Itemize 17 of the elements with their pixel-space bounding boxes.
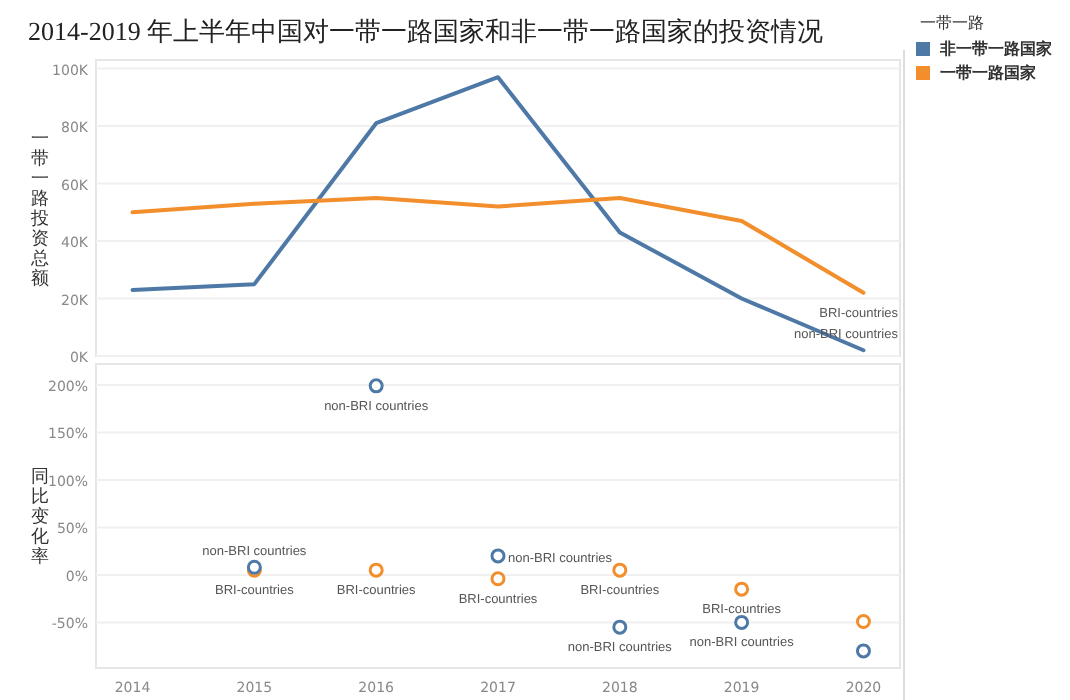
point (612, 619, 628, 635)
y-axis-title: 一带一路投资总额 (29, 130, 49, 290)
legend-label: 非一带一路国家 (938, 38, 1052, 58)
point (490, 571, 506, 587)
point (855, 613, 871, 629)
legend-label: 一带一路国家 (940, 62, 1036, 82)
point (855, 643, 871, 659)
point (490, 548, 506, 564)
point (734, 581, 750, 597)
point (612, 562, 628, 578)
line-series (130, 195, 866, 295)
y-axis-title: 同比变化率 (31, 468, 49, 568)
legend-title: 一带一路 (920, 14, 984, 32)
point (734, 614, 750, 630)
point (368, 378, 384, 394)
point (368, 562, 384, 578)
chart-title: 2014-2019 年上半年中国对一带一路国家和非一带一路国家的投资情况 (28, 16, 824, 46)
